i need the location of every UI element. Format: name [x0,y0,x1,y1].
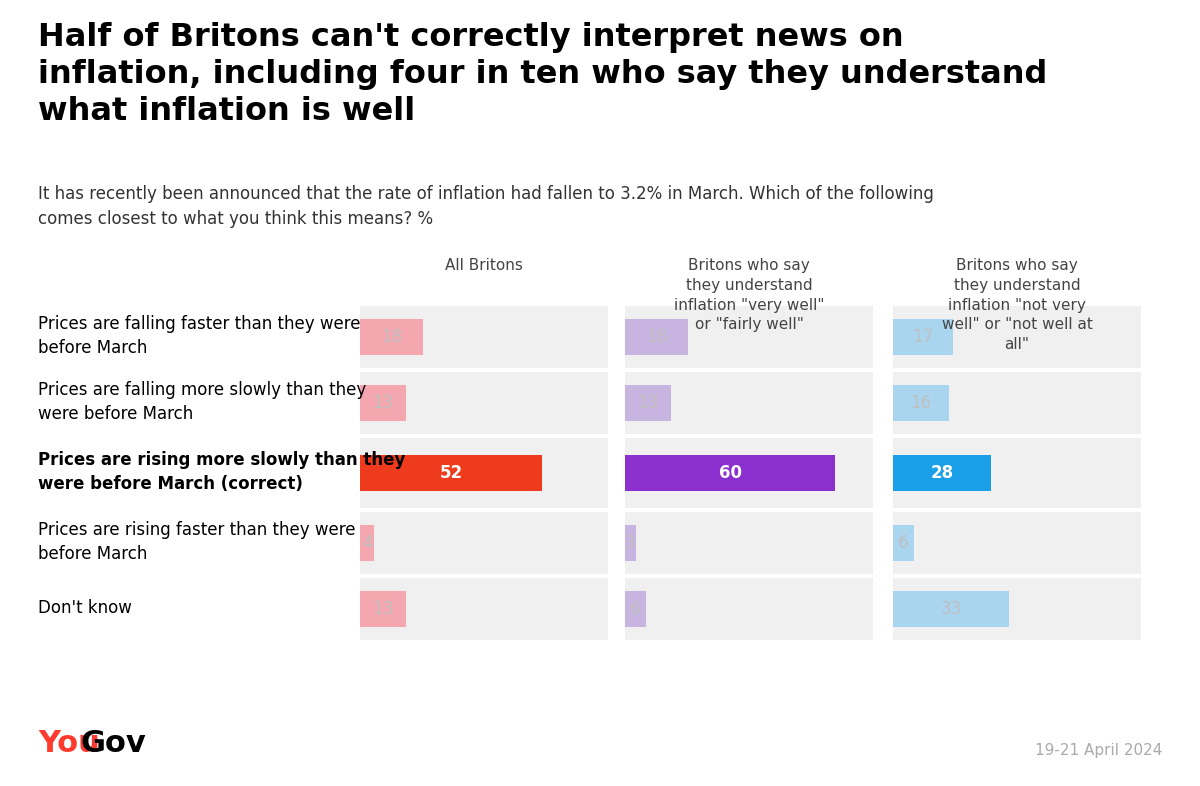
Bar [893,512,1141,574]
Text: 13: 13 [637,394,659,412]
Text: 33: 33 [941,600,961,618]
Text: Britons who say
they understand
inflation "very well"
or "fairly well": Britons who say they understand inflatio… [673,258,824,332]
Text: 16: 16 [911,394,931,412]
Bar [360,319,424,355]
Bar [625,578,874,640]
Bar [893,525,914,561]
Text: 28: 28 [930,464,954,482]
Bar [893,591,1009,627]
Text: 6: 6 [630,600,641,618]
Text: Gov: Gov [80,729,145,758]
Text: Prices are falling more slowly than they
were before March: Prices are falling more slowly than they… [38,381,366,423]
Text: 4: 4 [361,534,372,552]
Bar [893,372,1141,434]
Bar [360,372,608,434]
Bar [360,525,374,561]
Bar [893,578,1141,640]
Bar [625,372,874,434]
Bar [360,512,608,574]
Bar [625,385,671,421]
Bar [360,578,608,640]
Text: 3: 3 [625,534,636,552]
Text: Prices are rising faster than they were
before March: Prices are rising faster than they were … [38,521,355,563]
Bar [625,319,688,355]
Text: Britons who say
they understand
inflation "not very
well" or "not well at
all": Britons who say they understand inflatio… [942,258,1092,352]
Bar [360,438,608,508]
Text: 18: 18 [646,328,667,346]
Bar [360,455,542,491]
Bar [893,438,1141,508]
Bar [893,455,991,491]
Bar [625,512,874,574]
Text: You: You [38,729,100,758]
Text: 6: 6 [899,534,908,552]
Text: Prices are falling faster than they were
before March: Prices are falling faster than they were… [38,315,360,357]
Bar [360,306,608,368]
Bar [625,591,646,627]
Bar [625,306,874,368]
Bar [625,455,835,491]
Text: 18: 18 [382,328,402,346]
Text: 17: 17 [912,328,934,346]
Bar [360,591,406,627]
Text: 19-21 April 2024: 19-21 April 2024 [1034,743,1162,758]
Bar [893,306,1141,368]
Bar [360,385,406,421]
Bar [625,438,874,508]
Text: Half of Britons can't correctly interpret news on
inflation, including four in t: Half of Britons can't correctly interpre… [38,22,1048,127]
Text: 52: 52 [439,464,463,482]
Text: 60: 60 [719,464,742,482]
Bar [893,385,949,421]
Text: 13: 13 [372,394,394,412]
Text: 13: 13 [372,600,394,618]
Text: All Britons: All Britons [445,258,523,273]
Bar [625,525,636,561]
Text: It has recently been announced that the rate of inflation had fallen to 3.2% in : It has recently been announced that the … [38,185,934,228]
Text: Prices are rising more slowly than they
were before March (correct): Prices are rising more slowly than they … [38,451,406,493]
Text: Don't know: Don't know [38,599,132,617]
Bar [893,319,953,355]
